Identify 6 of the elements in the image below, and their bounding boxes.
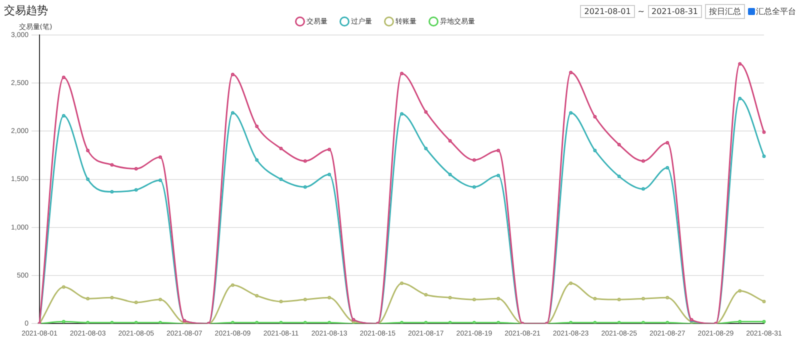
text: 按日汇总 — [705, 4, 745, 19]
text: 汇总全平台 — [755, 6, 796, 17]
chart-title: 交易趋势 — [4, 3, 48, 18]
text: ~ — [638, 7, 644, 16]
text: 2021-08-01 — [580, 5, 635, 18]
text: 2021-08-31 — [648, 5, 702, 18]
